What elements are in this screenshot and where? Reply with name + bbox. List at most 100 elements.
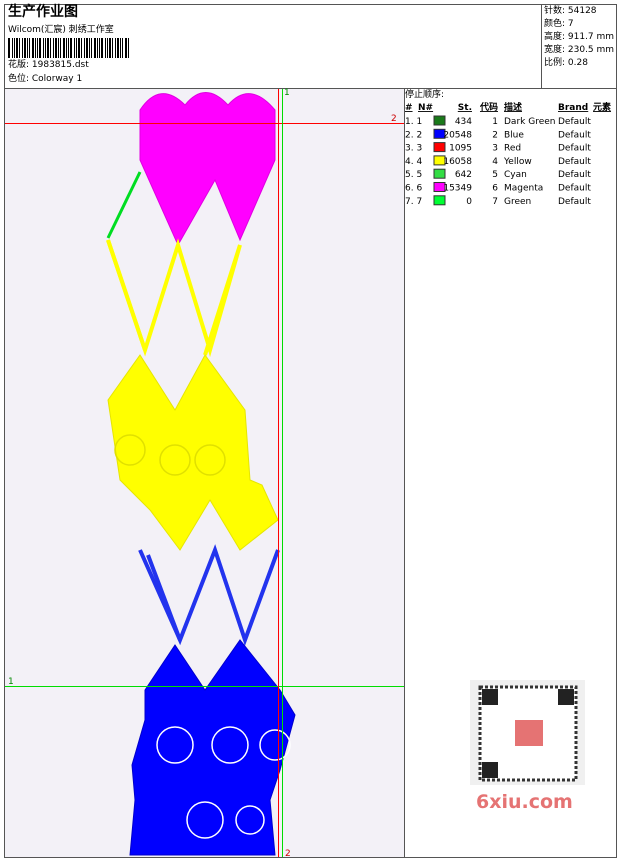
bar xyxy=(27,38,28,58)
stitches: 434 xyxy=(455,117,472,127)
bar xyxy=(50,38,51,58)
description: Dark Green xyxy=(504,117,555,127)
bar xyxy=(99,38,100,58)
design: 花版: 1983815.dst xyxy=(8,58,89,70)
bar xyxy=(47,38,49,58)
brand: Default xyxy=(558,184,591,194)
bar xyxy=(81,38,82,58)
bar xyxy=(74,38,75,58)
guide-label: 2 xyxy=(285,849,291,859)
bar xyxy=(109,38,111,58)
bar xyxy=(37,38,38,58)
color-swatch xyxy=(433,128,446,139)
bar xyxy=(115,38,116,58)
stop-title: 停止顺序: xyxy=(405,88,444,100)
info-line: 高度: 911.7 mm xyxy=(544,30,614,42)
stop-table: # N# St. 代码 描述 Brand 元素1. 1 434 1 Dark Green Defau… xyxy=(405,101,611,207)
stitches: 0 xyxy=(466,197,472,207)
info-line: 颜色: 7 xyxy=(544,17,574,29)
bar xyxy=(70,38,72,58)
stitches: 20548 xyxy=(443,130,472,140)
bar xyxy=(112,38,113,58)
bar xyxy=(12,38,13,58)
title: 生产作业图 xyxy=(8,3,78,20)
colorway: 色位: Colorway 1 xyxy=(8,72,82,84)
column-header: 描述 xyxy=(504,101,522,113)
row-index: 7. 7 xyxy=(405,197,422,207)
code: 6 xyxy=(492,184,498,194)
info-box xyxy=(541,4,617,89)
bar xyxy=(97,38,98,58)
stitches: 15349 xyxy=(443,184,472,194)
column-header: St. xyxy=(458,103,472,113)
color-swatch xyxy=(433,168,446,179)
bar xyxy=(107,38,108,58)
bar xyxy=(55,38,57,58)
studio: Wilcom(汇宸) 刺绣工作室 xyxy=(8,23,114,35)
column-header: 代码 xyxy=(479,101,498,113)
stitches: 642 xyxy=(455,170,472,180)
bar xyxy=(120,38,121,58)
column-header: Brand xyxy=(558,103,588,113)
brand: Default xyxy=(558,157,591,167)
qr-code xyxy=(470,680,585,785)
row-index: 6. 6 xyxy=(405,184,422,194)
bar xyxy=(84,38,85,58)
guide-label: 2 xyxy=(391,114,397,124)
bar xyxy=(32,38,34,58)
description: Magenta xyxy=(504,184,543,194)
code: 3 xyxy=(492,144,498,154)
info-line: 比例: 0.28 xyxy=(544,56,588,68)
brand: Default xyxy=(558,170,591,180)
color-swatch xyxy=(433,142,446,153)
description: Green xyxy=(504,197,531,207)
bar xyxy=(8,38,10,58)
bar xyxy=(45,38,46,58)
column-header: 元素 xyxy=(593,101,611,113)
bar xyxy=(43,38,44,58)
bar xyxy=(60,38,61,58)
guide-label: 1 xyxy=(284,88,290,98)
bar xyxy=(91,38,92,58)
row-index: 3. 3 xyxy=(405,144,422,154)
color-swatch xyxy=(433,115,446,126)
description: Cyan xyxy=(504,170,527,180)
bar xyxy=(128,38,129,58)
stitches: 1095 xyxy=(449,144,472,154)
description: Yellow xyxy=(503,157,532,167)
bar xyxy=(29,38,30,58)
code: 7 xyxy=(492,197,498,207)
row-index: 4. 4 xyxy=(405,157,422,167)
guide-label: 1 xyxy=(8,677,14,687)
bar xyxy=(35,38,36,58)
bar xyxy=(78,38,80,58)
bar xyxy=(58,38,59,58)
bar xyxy=(89,38,90,58)
bar xyxy=(122,38,123,58)
description: Red xyxy=(504,144,521,154)
bar xyxy=(39,38,41,58)
info-line: 宽度: 230.5 mm xyxy=(544,43,614,55)
bar xyxy=(66,38,67,58)
brand: Default xyxy=(558,130,591,140)
bar xyxy=(24,38,26,58)
bar xyxy=(16,38,18,58)
bar xyxy=(117,38,119,58)
design-drawing xyxy=(106,92,296,856)
color-swatch xyxy=(433,195,446,206)
bar xyxy=(125,38,127,58)
info-line: 针数: 54128 xyxy=(544,4,597,16)
bar xyxy=(101,38,103,58)
code: 2 xyxy=(492,130,498,140)
row-index: 2. 2 xyxy=(405,130,422,140)
bar xyxy=(14,38,15,58)
brand: Default xyxy=(558,117,591,127)
bar xyxy=(76,38,77,58)
column-header: N# xyxy=(418,103,433,113)
bar xyxy=(105,38,106,58)
brand: Default xyxy=(558,144,591,154)
bar xyxy=(22,38,23,58)
